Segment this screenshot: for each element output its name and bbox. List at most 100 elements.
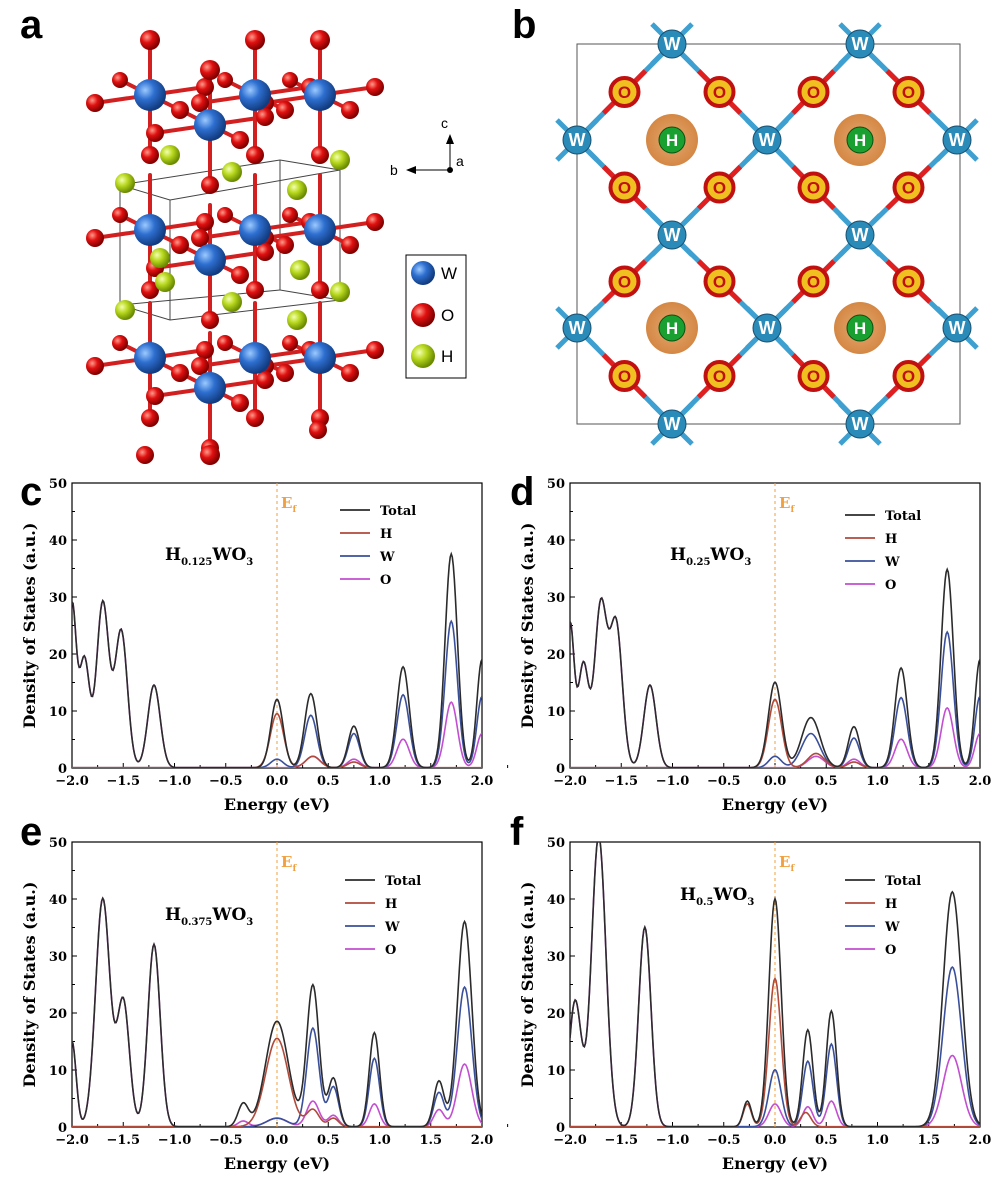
- y-tick-label: 50: [547, 477, 565, 492]
- oxygen-atom: [146, 124, 164, 142]
- hydrogen-atom: [846, 126, 874, 154]
- y-tick-label: 30: [547, 950, 565, 965]
- oxygen-atom: [341, 364, 359, 382]
- x-tick-label: 2.0: [471, 1133, 494, 1148]
- oxygen-atom: [246, 281, 264, 299]
- x-tick-label: −2.0: [55, 1133, 89, 1148]
- legend-h-sphere: [411, 344, 435, 368]
- oxygen-atom: [276, 364, 294, 382]
- oxygen-atom: [231, 131, 249, 149]
- legend-label-total: Total: [885, 874, 921, 889]
- oxygen-atom: [608, 76, 641, 108]
- hydrogen-atom: [115, 300, 135, 320]
- dos-chart-c: −2.0 −1.5 −1.0 −0.5 0.0 0.5 1.0 1.5 2.0 0 10 20 30 40…: [20, 477, 509, 814]
- tungsten-atom: [304, 214, 336, 246]
- x-axis-label: Energy (eV): [722, 1154, 828, 1173]
- oxygen-atom: [231, 394, 249, 412]
- hydrogen-atom: [287, 180, 307, 200]
- fermi-level-label: Ef: [779, 853, 795, 874]
- y-tick-label: 50: [49, 477, 67, 492]
- oxygen-atom: [201, 311, 219, 329]
- fermi-level-label: Ef: [281, 853, 297, 874]
- hydrogen-atom: [150, 248, 170, 268]
- legend-label-h: H: [885, 897, 897, 912]
- x-tick-label: −0.5: [209, 774, 243, 789]
- oxygen-atom: [112, 335, 128, 351]
- oxygen-atom: [200, 445, 220, 465]
- oxygen-atom: [310, 30, 330, 50]
- oxygen-atom: [196, 213, 214, 231]
- y-tick-label: 20: [547, 1007, 565, 1022]
- panel-letter-d: d: [510, 470, 534, 514]
- oxygen-atom: [136, 446, 154, 464]
- oxygen-atom: [608, 360, 641, 392]
- x-tick-label: 0.0: [764, 774, 787, 789]
- y-tick-label: 40: [547, 893, 565, 908]
- y-tick-label: 20: [547, 648, 565, 663]
- oxygen-atom: [201, 176, 219, 194]
- x-tick-label: −0.5: [707, 774, 741, 789]
- oxygen-atom: [703, 265, 736, 298]
- legend-label-w: W: [379, 550, 395, 565]
- oxygen-atom: [608, 265, 641, 298]
- axis-b-label: b: [390, 162, 398, 178]
- tungsten-atom: [239, 214, 271, 246]
- x-tick-label: 0.0: [266, 1133, 289, 1148]
- compound-formula: H0.5WO3: [680, 885, 754, 908]
- hydrogen-atom: [222, 292, 242, 312]
- oxygen-atom: [171, 101, 189, 119]
- x-tick-label: −1.0: [158, 1133, 192, 1148]
- x-tick-label: 0.5: [317, 1133, 340, 1148]
- tungsten-atom: [752, 125, 782, 155]
- oxygen-label: O: [902, 83, 915, 102]
- dos-curve-h: [570, 698, 980, 768]
- oxygen-label: O: [713, 367, 726, 386]
- panel-letter-c: c: [20, 470, 42, 514]
- y-tick-label: 10: [49, 705, 67, 720]
- dos-panels: −2.0 −1.5 −1.0 −0.5 0.0 0.5 1.0 1.5 2.0 0 10 20 30 40…: [20, 477, 991, 1173]
- tungsten-atom: [657, 220, 687, 250]
- oxygen-label: O: [713, 83, 726, 102]
- dos-curve-total: [570, 567, 980, 768]
- tungsten-atom: [304, 342, 336, 374]
- x-tick-label: 0.0: [266, 774, 289, 789]
- oxygen-atom: [256, 243, 274, 261]
- compound-formula: H0.375WO3: [165, 905, 253, 928]
- y-tick-label: 30: [49, 950, 67, 965]
- oxygen-label: O: [618, 367, 631, 386]
- fermi-level-label: Ef: [281, 494, 297, 515]
- legend-label-w: W: [384, 920, 400, 935]
- dos-chart-e: −2.0 −1.5 −1.0 −0.5 0.0 0.5 1.0 1.5 2.0 0 10 20 30 40…: [20, 836, 509, 1173]
- x-axis-label: Energy (eV): [224, 1154, 330, 1173]
- oxygen-label: O: [618, 273, 631, 292]
- x-tick-label: −1.5: [604, 1133, 638, 1148]
- oxygen-label: O: [807, 83, 820, 102]
- x-tick-label: 2.0: [471, 774, 494, 789]
- oxygen-atom: [256, 371, 274, 389]
- oxygen-atom: [171, 364, 189, 382]
- y-tick-label: 0: [556, 762, 565, 777]
- crystal-structure-projection: H H H H O O O O O O O O O O O O O O O O W W W W W W W W W W W W: [555, 22, 979, 446]
- y-tick-label: 10: [547, 705, 565, 720]
- x-tick-label: 0.5: [317, 774, 340, 789]
- cell-edge: [279, 289, 341, 301]
- y-axis-label: Density of States (a.u.): [518, 882, 537, 1088]
- y-axis-label: Density of States (a.u.): [20, 882, 39, 1088]
- oxygen-atom: [797, 360, 830, 392]
- oxygen-atom: [217, 335, 233, 351]
- y-tick-label: 30: [547, 591, 565, 606]
- oxygen-atom: [892, 265, 925, 298]
- tungsten-atom: [239, 79, 271, 111]
- oxygen-label: O: [807, 367, 820, 386]
- oxygen-label: O: [902, 367, 915, 386]
- y-tick-label: 50: [49, 836, 67, 851]
- dos-chart-d: −2.0 −1.5 −1.0 −0.5 0.0 0.5 1.0 1.5 2.0 0 10 20 30 40…: [518, 477, 991, 814]
- x-tick-label: 0.5: [815, 774, 838, 789]
- tungsten-atom: [134, 214, 166, 246]
- oxygen-label: O: [902, 273, 915, 292]
- x-tick-label: −1.5: [106, 1133, 140, 1148]
- tungsten-atom: [134, 79, 166, 111]
- y-tick-label: 30: [49, 591, 67, 606]
- oxygen-atom: [86, 229, 104, 247]
- y-tick-label: 10: [547, 1064, 565, 1079]
